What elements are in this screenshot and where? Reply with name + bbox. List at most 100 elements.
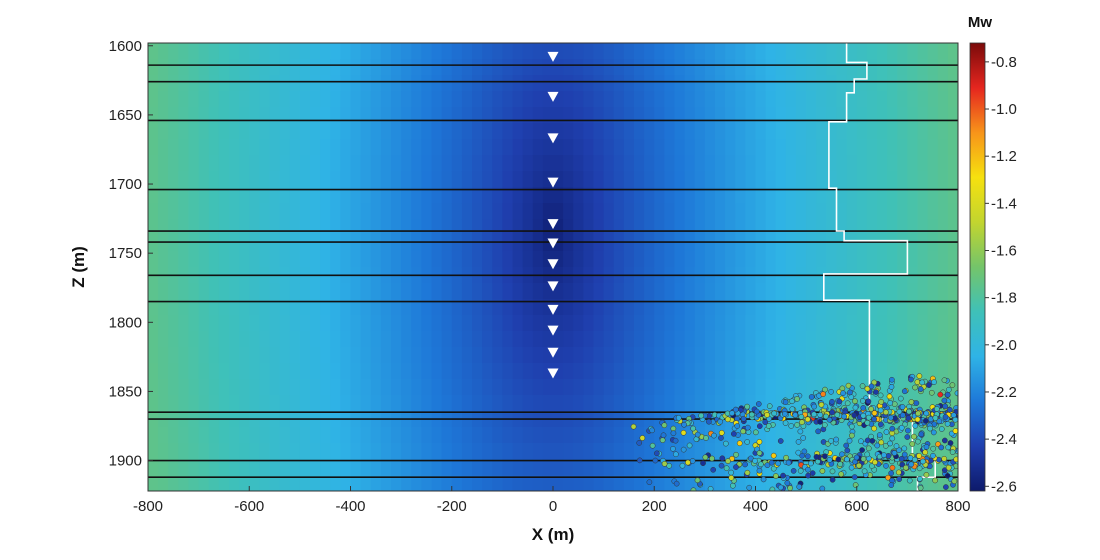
- background-cell: [735, 187, 746, 204]
- background-cell: [694, 203, 706, 220]
- background-cell: [563, 235, 574, 252]
- event-point: [905, 427, 911, 434]
- background-cell: [198, 187, 210, 204]
- background-cell: [755, 363, 767, 380]
- background-cell: [664, 427, 676, 444]
- background-cell: [461, 427, 473, 444]
- background-cell: [208, 107, 220, 124]
- event-point: [798, 413, 805, 420]
- background-cell: [613, 203, 625, 220]
- event-point: [790, 468, 797, 474]
- background-cell: [380, 139, 392, 156]
- background-cell: [411, 139, 422, 156]
- background-cell: [603, 347, 615, 364]
- background-cell: [634, 283, 645, 300]
- background-cell: [279, 203, 291, 220]
- background-cell: [927, 427, 939, 444]
- background-cell: [431, 443, 443, 460]
- background-cell: [148, 235, 159, 252]
- background-cell: [502, 91, 514, 108]
- background-cell: [218, 395, 230, 412]
- event-point: [788, 423, 795, 429]
- background-cell: [380, 283, 392, 300]
- background-cell: [208, 459, 220, 476]
- background-cell: [927, 107, 939, 124]
- background-cell: [168, 395, 179, 412]
- background-cell: [796, 379, 807, 396]
- background-cell: [644, 123, 655, 140]
- background-cell: [522, 459, 534, 476]
- background-cell: [451, 155, 463, 172]
- background-cell: [401, 139, 412, 156]
- background-cell: [249, 123, 260, 140]
- event-point: [652, 457, 659, 464]
- background-cell: [350, 75, 362, 92]
- event-point: [822, 453, 828, 460]
- event-point: [889, 464, 896, 471]
- background-cell: [816, 347, 827, 364]
- background-cell: [796, 123, 807, 140]
- background-cell: [745, 459, 757, 476]
- background-cell: [755, 187, 767, 204]
- background-cell: [745, 203, 757, 220]
- background-cell: [623, 347, 635, 364]
- background-cell: [259, 235, 271, 252]
- background-cell: [239, 123, 250, 140]
- background-cell: [917, 123, 929, 140]
- background-cell: [877, 123, 888, 140]
- background-cell: [310, 139, 321, 156]
- background-cell: [380, 123, 392, 140]
- background-cell: [360, 443, 372, 460]
- background-cell: [593, 91, 605, 108]
- background-cell: [887, 155, 898, 172]
- background-cell: [634, 427, 645, 444]
- background-cell: [350, 379, 362, 396]
- event-point: [829, 398, 835, 405]
- background-cell: [634, 75, 645, 92]
- background-cell: [603, 107, 615, 124]
- background-cell: [340, 283, 352, 300]
- colorbar-tick-label: -2.4: [991, 431, 1017, 448]
- event-point: [639, 435, 646, 441]
- background-cell: [654, 283, 665, 300]
- event-point: [889, 425, 896, 432]
- background-cell: [775, 235, 787, 252]
- event-point: [930, 445, 937, 452]
- event-point: [896, 476, 903, 483]
- background-cell: [634, 123, 645, 140]
- event-point: [906, 477, 913, 484]
- background-cell: [654, 395, 665, 412]
- background-cell: [623, 459, 635, 476]
- background-cell: [502, 43, 514, 60]
- background-cell: [482, 171, 493, 188]
- background-cell: [887, 171, 898, 188]
- background-cell: [907, 187, 919, 204]
- background-cell: [370, 299, 382, 316]
- background-cell: [593, 443, 605, 460]
- background-cell: [613, 395, 625, 412]
- background-cell: [441, 283, 453, 300]
- background-cell: [421, 379, 433, 396]
- background-cell: [208, 59, 220, 76]
- background-cell: [360, 59, 372, 76]
- background-cell: [664, 475, 676, 491]
- background-cell: [593, 219, 605, 236]
- background-cell: [613, 427, 625, 444]
- background-cell: [654, 363, 665, 380]
- event-point: [744, 469, 751, 476]
- background-cell: [765, 427, 777, 444]
- background-cell: [441, 379, 453, 396]
- event-point: [709, 455, 715, 462]
- background-cell: [411, 331, 422, 348]
- background-cell: [451, 235, 463, 252]
- background-cell: [512, 283, 524, 300]
- background-cell: [877, 75, 888, 92]
- background-cell: [229, 395, 240, 412]
- background-cell: [492, 427, 503, 444]
- background-cell: [765, 171, 777, 188]
- background-cell: [249, 155, 260, 172]
- background-cell: [563, 43, 574, 60]
- background-cell: [421, 171, 433, 188]
- background-cell: [289, 139, 301, 156]
- background-cell: [401, 43, 412, 60]
